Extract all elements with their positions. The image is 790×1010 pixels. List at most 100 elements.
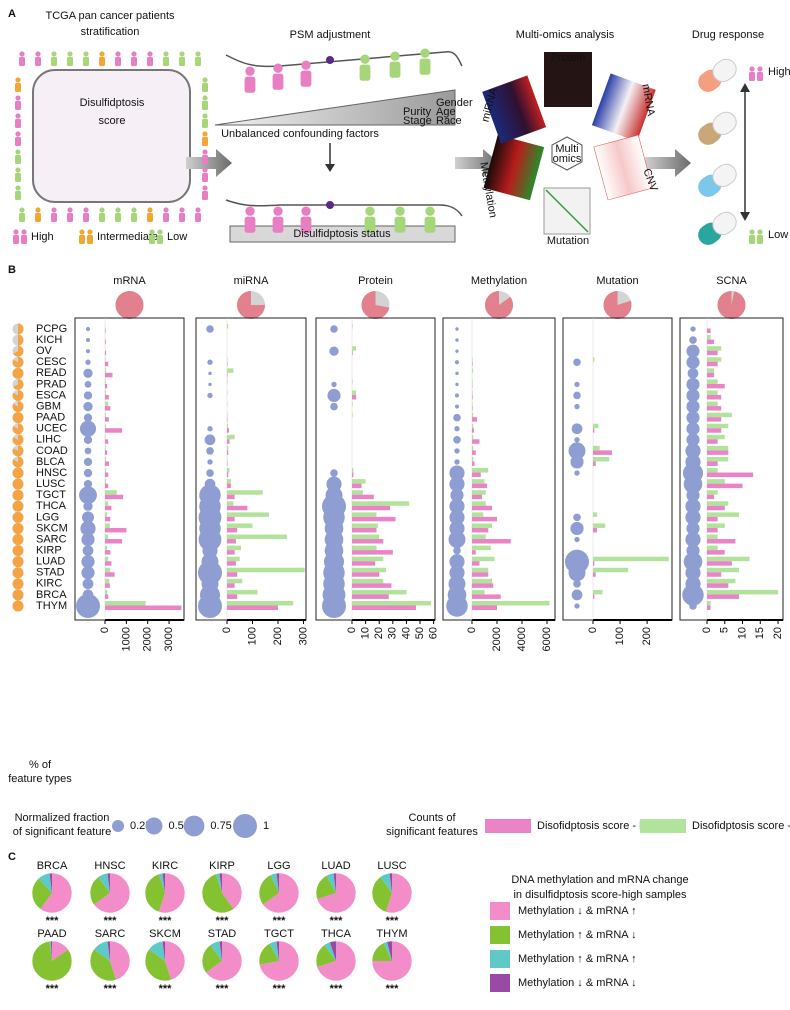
person-icon xyxy=(51,213,57,222)
bar-low xyxy=(227,456,228,462)
person-icon xyxy=(202,191,208,200)
bar-high xyxy=(707,361,718,367)
person-icon xyxy=(83,213,89,222)
bar-low xyxy=(352,412,353,418)
bar-high xyxy=(352,472,354,478)
bar-low xyxy=(227,401,228,407)
section-title: Drug response xyxy=(692,29,764,41)
bar-high xyxy=(472,539,511,544)
bar-high xyxy=(707,417,722,422)
fraction-dot xyxy=(83,401,93,412)
bar-low xyxy=(352,390,357,395)
cancer-label: CESC xyxy=(36,356,67,368)
bar-low xyxy=(105,545,108,551)
person-icon xyxy=(15,149,21,155)
bar-high xyxy=(227,428,230,433)
person-icon xyxy=(202,185,208,191)
bar-high xyxy=(472,361,473,367)
pie-slice xyxy=(158,873,165,893)
fraction-dot xyxy=(206,325,214,333)
pie-slice xyxy=(165,941,186,981)
person-icon xyxy=(179,57,185,66)
pie-slice xyxy=(98,873,110,893)
fraction-dot xyxy=(689,602,697,610)
bar-high xyxy=(472,572,489,577)
pie-outline xyxy=(258,940,300,982)
pie-slice xyxy=(259,874,279,905)
fraction-dot xyxy=(686,521,700,536)
pie-slice xyxy=(372,942,392,961)
fraction-dot xyxy=(208,371,212,376)
pie-outline xyxy=(371,940,413,982)
significance: *** xyxy=(216,915,230,927)
pie-slice xyxy=(40,873,72,914)
bar-low xyxy=(472,401,473,407)
significance: *** xyxy=(104,983,118,995)
pie-outline xyxy=(144,872,186,914)
fraction-dot xyxy=(454,448,460,454)
bar-low xyxy=(352,534,380,540)
bar-low xyxy=(105,445,106,451)
bar-low xyxy=(105,390,107,395)
bar-low xyxy=(105,468,107,473)
fraction-dot xyxy=(455,327,459,331)
bar-low xyxy=(227,357,228,362)
pie-outline xyxy=(258,872,300,914)
pie-slice xyxy=(49,941,52,961)
person-icon xyxy=(51,51,57,57)
fraction-dot xyxy=(453,436,461,444)
significance: *** xyxy=(159,915,173,927)
pie-slice xyxy=(148,941,165,961)
bar-low xyxy=(593,512,598,517)
person-icon xyxy=(300,70,312,87)
bar-high xyxy=(472,561,480,566)
section-title: PSM adjustment xyxy=(290,29,371,41)
bar-low xyxy=(472,468,489,473)
bar-high xyxy=(227,372,228,378)
bar-high xyxy=(105,450,108,455)
legend-label: Methylation ↓ & mRNA ↓ xyxy=(518,977,637,989)
bar-low xyxy=(472,523,492,528)
feature-pie xyxy=(12,434,24,446)
fraction-dot xyxy=(83,368,93,378)
bar-high xyxy=(352,561,376,566)
person-icon xyxy=(202,77,208,83)
capsule xyxy=(698,58,737,92)
caption: Unbalanced confounding factors xyxy=(221,128,379,140)
pie-title: BRCA xyxy=(37,860,68,872)
fraction-dot xyxy=(83,391,93,400)
feature-pie xyxy=(18,323,24,335)
bar-high xyxy=(707,527,718,533)
fraction-dot xyxy=(80,520,96,537)
bar-high xyxy=(593,594,595,599)
header-pie xyxy=(603,291,632,320)
heatmap-line xyxy=(545,189,589,233)
x-tick-label: 0 xyxy=(587,627,599,633)
bar-high xyxy=(105,583,110,588)
x-tick-label: 20 xyxy=(373,627,385,639)
pie-slice xyxy=(316,944,336,968)
pie-slice xyxy=(316,873,357,914)
arrow-head xyxy=(740,212,750,221)
bar-high xyxy=(352,350,353,356)
bar-high xyxy=(105,361,109,367)
bar-low xyxy=(707,556,750,562)
bar-low xyxy=(593,523,606,528)
person-icon xyxy=(51,57,57,66)
pie-slice xyxy=(205,941,243,981)
bar-low xyxy=(707,545,718,551)
bar-high xyxy=(352,494,374,500)
legend-label: Methylation ↓ & mRNA ↑ xyxy=(518,905,637,917)
pie-slice xyxy=(49,873,52,893)
fraction-dot xyxy=(83,479,93,489)
bar-low xyxy=(352,512,377,517)
person-icon xyxy=(83,57,89,66)
bar-high xyxy=(227,550,235,555)
fraction-dot xyxy=(686,388,700,403)
bar-high xyxy=(227,417,228,422)
cancer-label: SKCM xyxy=(36,522,68,534)
bar-low xyxy=(352,324,353,329)
bar-low xyxy=(472,368,473,373)
person-icon xyxy=(15,77,21,83)
